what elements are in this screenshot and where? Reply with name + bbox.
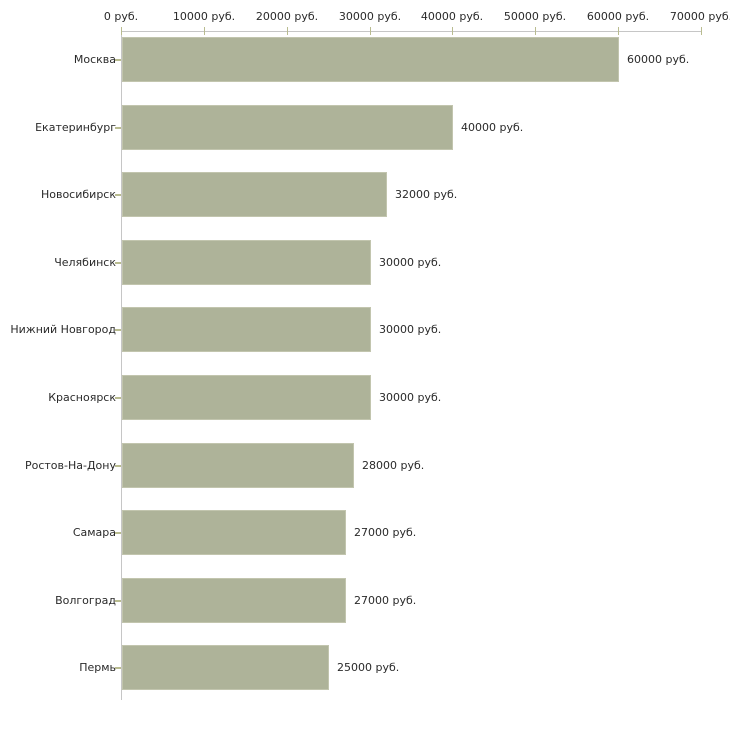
bar-Екатеринбург	[122, 105, 453, 150]
bar-value-label: 30000 руб.	[379, 323, 442, 336]
y-tick	[115, 600, 121, 602]
x-tick	[535, 27, 536, 35]
category-label: Москва	[73, 53, 116, 66]
bar-Красноярск	[122, 375, 371, 420]
bar-Нижний Новгород	[122, 307, 371, 352]
y-tick	[115, 127, 121, 129]
bar-Новосибирск	[122, 172, 387, 217]
x-tick-label: 70000 руб.	[669, 10, 730, 23]
bar-value-label: 25000 руб.	[337, 661, 400, 674]
y-tick	[115, 667, 121, 669]
y-tick	[115, 465, 121, 467]
y-axis-line	[121, 31, 122, 700]
x-tick-label: 10000 руб.	[172, 10, 236, 23]
bar-Москва	[122, 37, 619, 82]
y-tick	[115, 532, 121, 534]
y-tick	[115, 397, 121, 399]
y-tick	[115, 194, 121, 196]
x-tick	[121, 27, 122, 35]
bar-value-label: 30000 руб.	[379, 256, 442, 269]
category-label: Новосибирск	[40, 188, 116, 201]
category-label: Волгоград	[55, 594, 116, 607]
bar-value-label: 40000 руб.	[461, 121, 524, 134]
x-tick	[204, 27, 205, 35]
category-label: Екатеринбург	[35, 121, 116, 134]
bar-value-label: 28000 руб.	[362, 459, 425, 472]
bar-value-label: 60000 руб.	[627, 53, 690, 66]
x-tick-label: 50000 руб.	[503, 10, 567, 23]
x-tick	[618, 27, 619, 35]
x-axis-line	[121, 31, 701, 32]
x-tick-label: 60000 руб.	[586, 10, 650, 23]
x-tick-label: 30000 руб.	[338, 10, 402, 23]
bar-value-label: 27000 руб.	[354, 526, 417, 539]
y-tick	[115, 59, 121, 61]
bar-Челябинск	[122, 240, 371, 285]
x-tick	[452, 27, 453, 35]
x-tick-label: 40000 руб.	[420, 10, 484, 23]
category-label: Самара	[72, 526, 116, 539]
bar-Самара	[122, 510, 346, 555]
bar-value-label: 30000 руб.	[379, 391, 442, 404]
x-tick	[701, 27, 702, 35]
x-tick-label: 0 руб.	[103, 10, 139, 23]
category-label: Нижний Новгород	[10, 323, 116, 336]
category-label: Челябинск	[54, 256, 116, 269]
x-tick-label: 20000 руб.	[255, 10, 319, 23]
y-tick	[115, 262, 121, 264]
category-label: Красноярск	[48, 391, 116, 404]
bar-Пермь	[122, 645, 329, 690]
category-label: Пермь	[79, 661, 116, 674]
bar-value-label: 32000 руб.	[395, 188, 458, 201]
bar-Волгоград	[122, 578, 346, 623]
bar-Ростов-На-Дону	[122, 443, 354, 488]
y-tick	[115, 329, 121, 331]
x-tick	[370, 27, 371, 35]
bar-value-label: 27000 руб.	[354, 594, 417, 607]
category-label: Ростов-На-Дону	[24, 459, 116, 472]
x-tick	[287, 27, 288, 35]
